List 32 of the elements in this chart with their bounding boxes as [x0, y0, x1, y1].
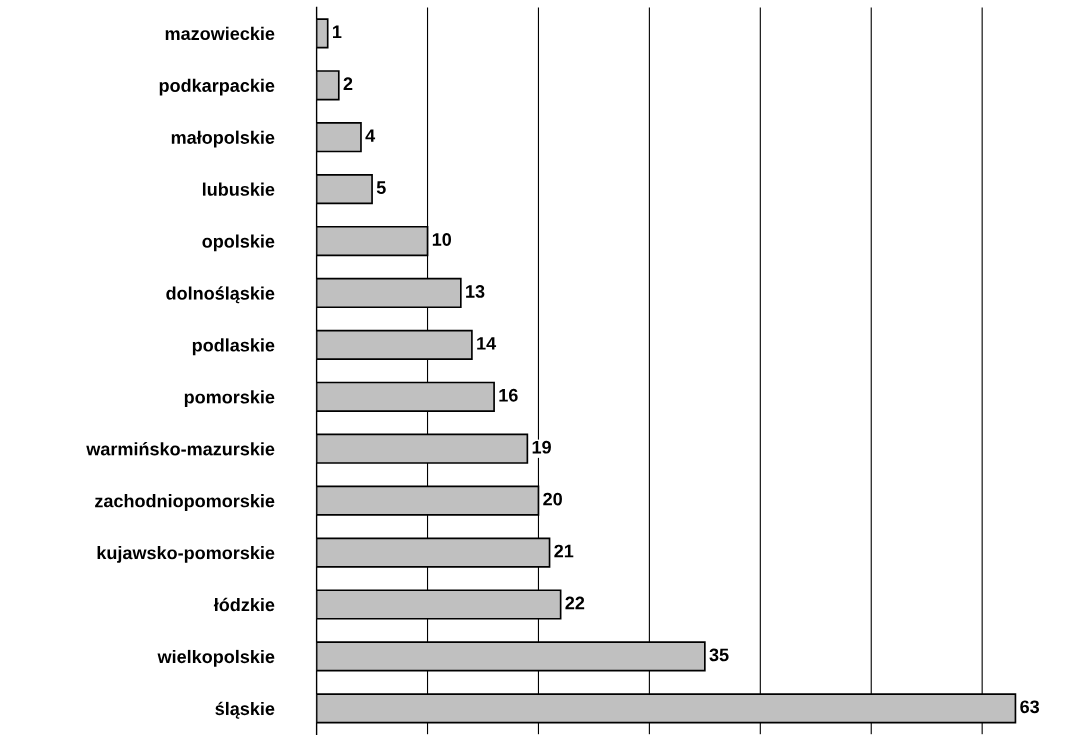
bar	[316, 18, 329, 49]
data-label: 20	[543, 492, 562, 506]
bar	[316, 173, 373, 205]
y-tick-label: kujawsko-pomorskie	[97, 546, 275, 563]
y-tick-label: opolskie	[202, 234, 275, 252]
y-tick-label: małopolskie	[171, 130, 275, 148]
y-tick-label: lubuskie	[202, 182, 275, 196]
y-tick-label: zachodniopomorskie	[95, 494, 275, 511]
y-tick-label: podkarpackie	[159, 78, 275, 96]
y-tick-label: pomorskie	[184, 390, 275, 408]
y-tick-label: dolnośląskie	[166, 286, 275, 304]
bar	[316, 70, 340, 101]
data-label: 21	[554, 544, 574, 558]
data-label: 2	[343, 77, 353, 90]
y-tick-label: łódzkie	[213, 597, 275, 612]
data-label: 35	[709, 648, 729, 662]
y-tick-label: warmińsko-mazurskie	[86, 442, 275, 456]
data-label: 13	[466, 285, 485, 298]
data-label: 1	[333, 25, 342, 39]
data-label: 14	[477, 337, 497, 350]
y-tick-label: mazowieckie	[165, 26, 275, 41]
data-label: 63	[1020, 700, 1040, 714]
y-tick-label: podlaskie	[192, 338, 275, 356]
data-label: 4	[365, 129, 376, 142]
y-tick-label: wielkopolskie	[157, 649, 275, 667]
y-tick-label: śląskie	[215, 701, 275, 719]
data-label: 22	[565, 596, 585, 610]
data-label: 19	[532, 440, 551, 454]
data-label: 10	[432, 233, 452, 246]
data-label: 5	[376, 181, 386, 194]
data-label: 16	[499, 388, 518, 402]
bar	[316, 122, 362, 153]
